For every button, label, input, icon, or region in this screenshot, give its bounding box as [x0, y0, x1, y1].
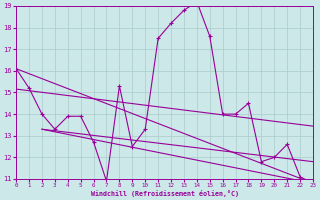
- X-axis label: Windchill (Refroidissement éolien,°C): Windchill (Refroidissement éolien,°C): [91, 190, 239, 197]
